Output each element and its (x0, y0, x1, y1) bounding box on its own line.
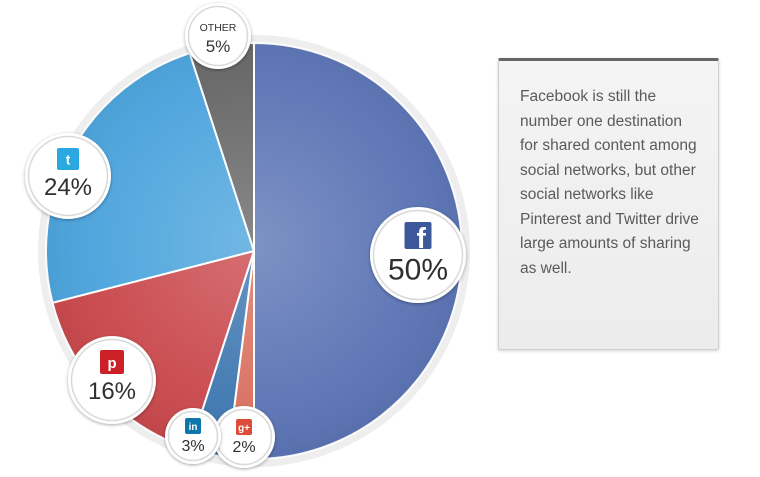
slice-callouts: f50% g+ 2% in 3% p 16% t 24% OTHER 5% (25, 3, 466, 468)
pinterest-icon: p (100, 350, 124, 374)
svg-text:t: t (66, 152, 71, 167)
callout-twitter: t 24% (25, 133, 111, 219)
callout-percent: 2% (232, 439, 255, 456)
linkedin-icon: in (185, 418, 201, 434)
facebook-icon: f (404, 222, 432, 255)
callout-percent: 16% (88, 378, 136, 405)
callout-other: OTHER 5% (185, 3, 251, 69)
callout-percent: 3% (181, 438, 204, 455)
callout-google: g+ 2% (213, 406, 275, 468)
callout-percent: 24% (44, 174, 92, 201)
callout-percent: 5% (206, 37, 231, 56)
callout-pinterest: p 16% (68, 336, 156, 424)
twitter-icon: t (57, 148, 79, 170)
note-box: Facebook is still the number one destina… (498, 58, 719, 350)
callout-label: OTHER (200, 22, 237, 34)
google-plus-icon: g+ (236, 419, 252, 435)
pie-shading (46, 43, 462, 459)
svg-text:p: p (107, 356, 116, 372)
callout-ring (167, 410, 219, 462)
callout-facebook: f50% (370, 207, 466, 303)
svg-text:in: in (189, 422, 198, 433)
callout-ring (187, 5, 249, 67)
callout-percent: 50% (388, 254, 448, 287)
svg-text:f: f (417, 223, 427, 255)
note-text: Facebook is still the number one destina… (520, 88, 699, 277)
callout-ring (215, 408, 273, 466)
svg-text:g+: g+ (238, 423, 250, 434)
callout-linkedin: in 3% (165, 408, 221, 464)
callout-ring (27, 135, 109, 217)
callout-ring (372, 209, 464, 301)
callout-ring (70, 338, 154, 422)
